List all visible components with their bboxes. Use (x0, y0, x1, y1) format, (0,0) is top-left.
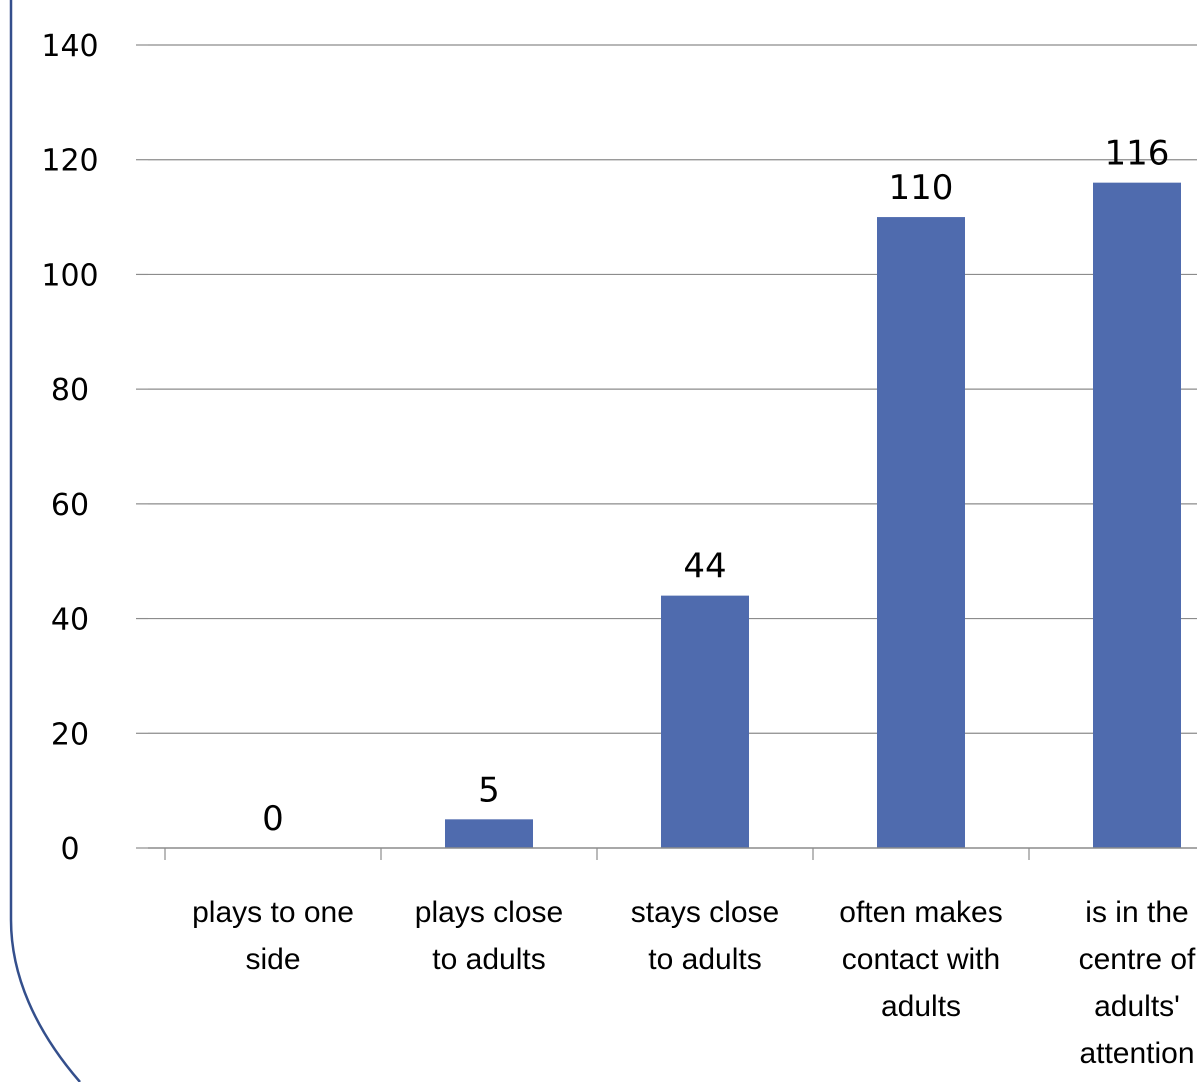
x-category-label: stays close (631, 896, 779, 929)
data-label: 110 (889, 168, 954, 208)
slide-border (9, 0, 81, 1082)
y-tick-label: 100 (41, 258, 98, 293)
y-tick-label: 120 (41, 144, 98, 179)
x-category-label: centre of (1079, 943, 1196, 976)
bar (877, 217, 965, 849)
bar (661, 595, 749, 848)
y-tick-label: 20 (51, 717, 89, 752)
bar (1093, 182, 1181, 848)
y-tick-label: 60 (51, 488, 89, 523)
x-category-label: to adults (648, 943, 761, 976)
x-axis (148, 847, 1197, 860)
x-category-label: is in the (1085, 896, 1188, 929)
data-label: 116 (1105, 134, 1170, 174)
x-category-label: adults' (1094, 990, 1180, 1023)
bars (445, 182, 1181, 849)
data-label: 0 (262, 799, 284, 839)
data-labels: 0 5 44 110 116 (262, 134, 1169, 839)
data-label: 44 (683, 547, 726, 587)
x-category-label: often makes (839, 896, 1002, 929)
x-category-label: to adults (432, 943, 545, 976)
x-category-label: contact with (842, 943, 1000, 976)
data-label: 5 (478, 770, 500, 810)
y-tick-label: 40 (51, 603, 89, 638)
x-category-label: plays to one (192, 896, 354, 929)
x-category-label: adults (881, 990, 961, 1023)
x-category-label: plays close (415, 896, 563, 929)
y-tick-label: 140 (41, 29, 98, 64)
x-axis-category-labels: plays to one side plays close to adults stay… (192, 896, 1196, 1070)
y-axis-tick-labels: 0 20 40 60 80 100 120 140 (41, 29, 98, 867)
y-tick-label: 0 (60, 832, 79, 867)
y-tick-label: 80 (51, 373, 89, 408)
x-category-label: side (245, 943, 300, 976)
x-category-label: attention (1079, 1037, 1194, 1070)
bar (445, 819, 533, 848)
